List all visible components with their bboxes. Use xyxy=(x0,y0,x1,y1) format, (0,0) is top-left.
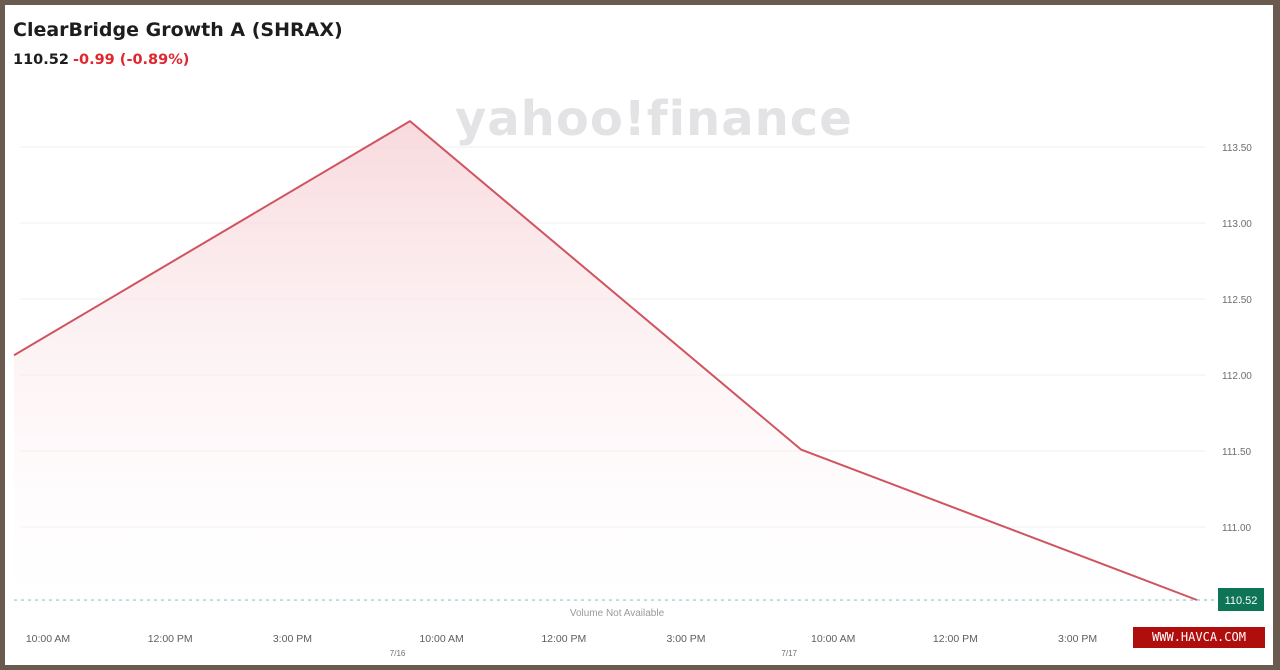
current-price: 110.52 xyxy=(13,52,69,68)
volume-not-available-label: Volume Not Available xyxy=(570,608,665,619)
y-tick-label: 112.50 xyxy=(1222,295,1252,306)
x-tick-label: 3:00 PM xyxy=(1058,633,1097,645)
price-line xyxy=(13,120,1198,601)
x-tick-label: 12:00 PM xyxy=(541,633,586,645)
x-tick-label: 10:00 AM xyxy=(811,633,855,645)
y-axis-ticks: 111.00 111.50 112.00 112.50 113.00 113.50 xyxy=(1222,143,1252,534)
y-tick-label: 113.00 xyxy=(1222,219,1252,230)
y-tick-label: 111.50 xyxy=(1222,447,1252,458)
price-area-fill xyxy=(14,121,1197,600)
x-axis-ticks: 10:00 AM 12:00 PM 3:00 PM 10:00 AM 12:00 PM 3… xyxy=(26,633,1097,658)
x-tick-label: 3:00 PM xyxy=(273,633,312,645)
y-tick-label: 111.00 xyxy=(1222,523,1252,534)
price-change: -0.99 (-0.89%) xyxy=(72,52,190,68)
current-price-badge: 110.52 xyxy=(1218,588,1264,611)
date-label: 7/17 xyxy=(781,649,797,658)
area-layer xyxy=(13,120,1198,601)
y-tick-label: 112.00 xyxy=(1222,371,1252,382)
y-tick-label: 113.50 xyxy=(1222,143,1252,154)
fund-title: ClearBridge Growth A (SHRAX) xyxy=(13,19,343,41)
x-tick-label: 3:00 PM xyxy=(666,633,705,645)
x-tick-label: 10:00 AM xyxy=(26,633,70,645)
site-watermark-badge: WWW.HAVCA.COM xyxy=(1133,627,1265,648)
date-label: 7/16 xyxy=(390,649,406,658)
current-price-badge-label: 110.52 xyxy=(1225,595,1258,607)
x-tick-label: 10:00 AM xyxy=(419,633,463,645)
yahoo-finance-watermark: yahoo!finance xyxy=(455,91,853,147)
x-tick-label: 12:00 PM xyxy=(933,633,978,645)
quote-line: 110.52 -0.99 (-0.89%) xyxy=(13,52,189,68)
x-tick-label: 12:00 PM xyxy=(148,633,193,645)
